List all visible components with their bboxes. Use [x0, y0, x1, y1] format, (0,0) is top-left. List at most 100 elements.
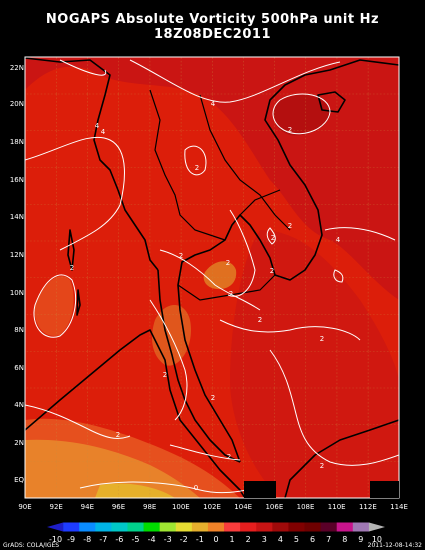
lon-label: 98E: [143, 503, 157, 511]
colorbar-swatch: [111, 522, 128, 532]
contour-label: 2: [116, 431, 120, 439]
contour-label: 2: [320, 335, 324, 343]
contour-label: 2: [288, 126, 292, 134]
contour-label: 0: [194, 484, 198, 492]
lon-label: 106E: [265, 503, 284, 511]
colorbar-label: 8: [342, 535, 348, 544]
colorbar-swatch: [143, 522, 160, 532]
contour-label: 2: [229, 290, 233, 298]
colorbar-label: 3: [261, 535, 267, 544]
colorbar-swatch: [272, 522, 289, 532]
lon-label: 100E: [171, 503, 190, 511]
colorbar-swatch: [95, 522, 112, 532]
colorbar-swatch: [191, 522, 209, 532]
lat-label: 16N: [9, 176, 24, 184]
lon-label: 110E: [327, 503, 346, 511]
country-borders: [149, 89, 291, 301]
lat-lon-grid: [25, 57, 399, 498]
coastlines: [25, 57, 399, 498]
contour-label: 4: [211, 100, 216, 108]
map-title: NOGAPS Absolute Vorticity 500hPa unit Hz: [45, 12, 380, 27]
colorbar-swatch: [336, 522, 354, 532]
colorbar-label: 2: [245, 535, 251, 544]
lat-label: 6N: [14, 364, 24, 372]
colorbar-swatch: [63, 522, 80, 532]
contour-label: 2: [258, 316, 262, 324]
colorbar-label: 10: [371, 535, 383, 544]
colorbar: [47, 522, 385, 532]
colorbar-swatch: [352, 522, 370, 532]
contour-label: 4: [101, 128, 106, 136]
colorbar-label: 1: [229, 535, 235, 544]
contour-label: 2: [179, 252, 183, 260]
lat-label: 8N: [14, 326, 24, 334]
lat-label: EQ: [14, 476, 24, 484]
colorbar-label: -7: [99, 535, 108, 544]
timestamp-text: 2011-12-08-14:32: [367, 542, 422, 549]
missing-data-box: [244, 481, 276, 498]
missing-data-box: [370, 481, 399, 498]
colorbar-label: -8: [83, 535, 92, 544]
colorbar-swatch: [368, 522, 385, 532]
lon-label: 96E: [111, 503, 126, 511]
colorbar-label: -1: [195, 535, 204, 544]
credit-text: GrADS: COLA/IGES: [3, 542, 60, 549]
colorbar-label: -3: [163, 535, 172, 544]
colorbar-label: 5: [293, 535, 300, 544]
lon-label: 102E: [203, 503, 221, 511]
colorbar-swatch: [304, 522, 321, 532]
colorbar-label: -4: [147, 535, 156, 544]
colorbar-swatch: [159, 522, 177, 532]
lon-label: 114E: [390, 503, 408, 511]
colorbar-label: 0: [213, 535, 219, 544]
contour-label: 2: [227, 453, 231, 461]
lat-label: 2N: [14, 439, 24, 447]
contour-label: 2: [288, 222, 292, 230]
contour-label: 4: [336, 236, 341, 244]
lat-label: 20N: [9, 100, 24, 108]
plot-frame: [24, 56, 400, 499]
lat-label: 12N: [9, 251, 24, 259]
colorbar-label: -2: [179, 535, 188, 544]
contour-label: 2: [270, 267, 274, 275]
lon-label: 90E: [18, 503, 32, 511]
contour-label: 2: [163, 371, 167, 379]
lat-label: 10N: [9, 289, 24, 297]
contour-label: 2: [320, 462, 324, 470]
colorbar-swatch: [175, 522, 193, 532]
colorbar-label: 7: [326, 535, 332, 544]
contour-label: 2: [70, 264, 74, 272]
lon-label: 92E: [49, 503, 63, 511]
contour-label: 2: [211, 394, 215, 402]
colorbar-label: -5: [131, 535, 140, 544]
lat-label: 22N: [9, 64, 24, 72]
lat-label: 14N: [9, 213, 24, 221]
colorbar-label: 6: [310, 535, 316, 544]
contour-label: 2: [195, 164, 199, 172]
colorbar-swatch: [127, 522, 144, 532]
colorbar-label: -9: [67, 535, 76, 544]
colorbar-label: -6: [115, 535, 124, 544]
contour-lines: [25, 59, 399, 494]
colorbar-swatch: [240, 522, 257, 532]
colorbar-swatch: [224, 522, 241, 532]
lat-label: 4N: [14, 401, 24, 409]
colorbar-swatch: [288, 522, 305, 532]
contour-label: 2: [226, 259, 230, 267]
colorbar-label: -10: [49, 535, 63, 544]
lat-label: 18N: [9, 138, 24, 146]
colorbar-swatch: [320, 522, 338, 532]
colorbar-swatch: [47, 522, 64, 532]
lon-label: 108E: [296, 503, 315, 511]
map-subtitle: 18Z08DEC2011: [153, 27, 271, 42]
colorbar-swatch: [207, 522, 225, 532]
lon-label: 94E: [80, 503, 94, 511]
colorbar-label: 9: [358, 535, 364, 544]
contour-label: 4: [95, 122, 100, 130]
colorbar-swatch: [79, 522, 96, 532]
lon-label: 112E: [358, 503, 377, 511]
contour-label: 2: [271, 234, 275, 242]
